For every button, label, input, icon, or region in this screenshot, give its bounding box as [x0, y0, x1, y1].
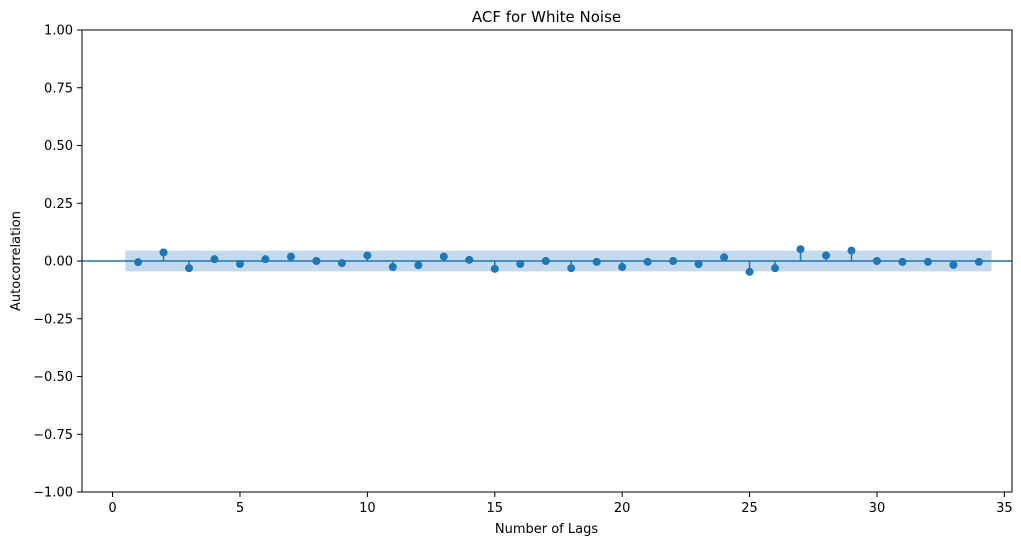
acf-point [516, 260, 525, 269]
acf-point [923, 257, 932, 266]
acf-point [974, 257, 983, 266]
acf-point [286, 252, 295, 261]
acf-point [363, 251, 372, 260]
x-tick-label: 5 [236, 501, 244, 516]
acf-point [312, 257, 321, 265]
acf-point [694, 260, 703, 269]
acf-point [592, 257, 601, 266]
y-tick-label: 0.50 [44, 139, 73, 154]
acf-point [261, 255, 270, 264]
acf-point [235, 260, 244, 269]
x-axis-label: Number of Lags [495, 522, 598, 537]
x-tick-label: 35 [996, 501, 1013, 516]
y-tick-label: 1.00 [44, 24, 73, 39]
y-tick-label: −0.50 [33, 370, 73, 385]
acf-point [949, 260, 958, 269]
y-tick-label: 0.25 [44, 197, 73, 212]
x-tick-label: 25 [741, 501, 758, 516]
plot-area: 0 5 10 15 20 25 30 35 −1.00 −0.75 −0.50 −0.25 0.00 0.… [33, 24, 1012, 517]
y-tick-label: −0.75 [33, 428, 73, 443]
acf-point [720, 253, 729, 262]
acf-point [643, 257, 652, 266]
acf-point [337, 259, 346, 268]
y-tick-label: 0.75 [44, 81, 73, 96]
acf-point [796, 245, 805, 254]
acf-point [771, 264, 780, 273]
acf-point [669, 257, 678, 265]
x-tick-label: 0 [108, 501, 116, 516]
x-tick-label: 10 [359, 501, 376, 516]
chart-title: ACF for White Noise [472, 8, 621, 26]
y-tick-label: −1.00 [33, 486, 73, 501]
acf-point [822, 251, 830, 260]
acf-point [872, 257, 881, 265]
y-tick-label: −0.25 [33, 312, 73, 327]
x-tick-label: 30 [869, 501, 886, 516]
acf-point [618, 263, 627, 272]
acf-point [490, 264, 499, 273]
acf-point [567, 264, 576, 273]
acf-point [465, 255, 474, 264]
acf-point [185, 264, 194, 273]
acf-point [745, 267, 754, 276]
acf-point [898, 257, 907, 266]
acf-point [210, 255, 219, 264]
acf-point [439, 252, 448, 261]
acf-point [847, 246, 856, 255]
x-tick-label: 20 [614, 501, 631, 516]
acf-point [541, 257, 550, 265]
acf-point [134, 258, 143, 267]
acf-point [159, 248, 168, 257]
x-tick-label: 15 [486, 501, 503, 516]
y-axis-label: Autocorrelation [9, 211, 24, 311]
y-tick-label: 0.00 [44, 255, 73, 270]
acf-point [414, 261, 423, 270]
acf-point [388, 263, 397, 272]
